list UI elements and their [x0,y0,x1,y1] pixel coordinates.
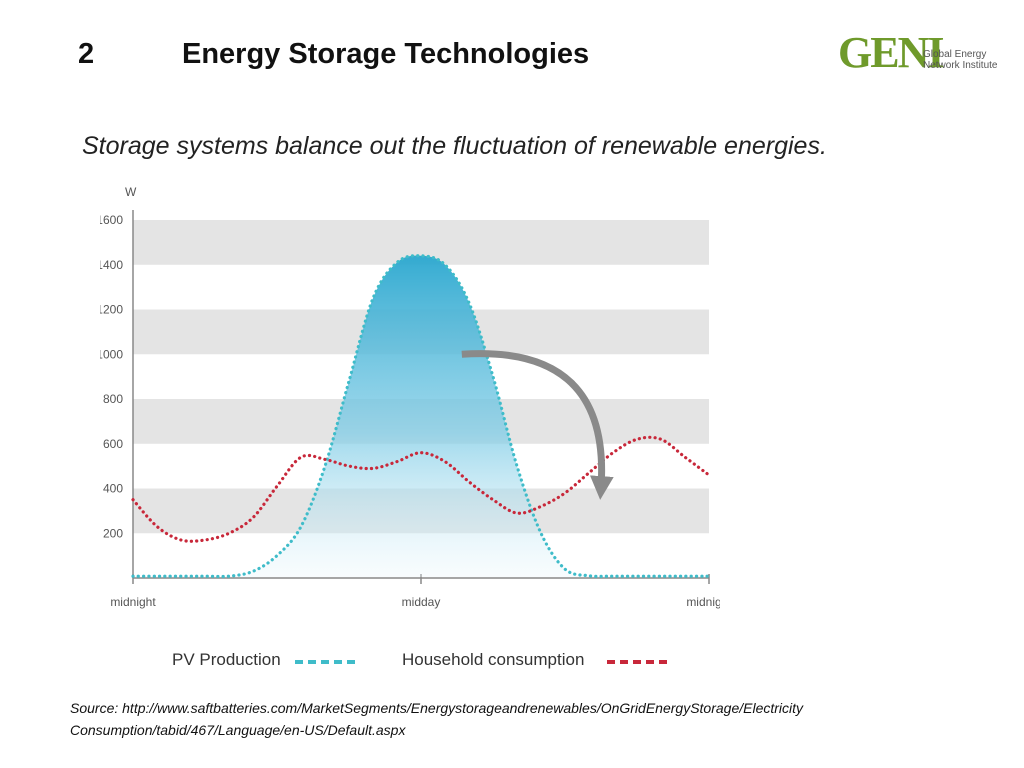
household-consumption-line [131,435,711,543]
geni-logo: GENI Global Energy Network Institute [838,30,1008,76]
slide-subtitle: Storage systems balance out the fluctuat… [82,132,827,160]
pv-production-line [131,254,711,579]
y-tick-label: 1000 [100,347,123,361]
logo-line-1: Global Energy [923,49,987,60]
source-line-2: Consumption/tabid/467/Language/en-US/Def… [70,722,406,738]
y-tick-label: 1600 [100,213,123,227]
y-tick-label: 1200 [100,303,123,317]
energy-chart: 200 400 600 800 1000 1200 1400 1600Wmidnight mid… [100,185,720,609]
y-axis-label: W [125,185,137,199]
legend-swatch-pv [295,660,355,664]
y-tick-label: 600 [103,437,123,451]
slide-title: Energy Storage Technologies [182,38,590,70]
legend-item-pv: PV Production [172,650,355,670]
x-tick-label: midday [402,595,441,609]
source-citation: Source: http://www.saftbatteries.com/Mar… [70,697,970,741]
source-line-1: Source: http://www.saftbatteries.com/Mar… [70,700,804,716]
logo-line-2: Network Institute [923,60,998,71]
legend-item-household: Household consumption [402,650,667,670]
x-tick-label: midnight [686,595,720,609]
storage-shift-arrow [461,350,614,500]
pv-area-fill [133,255,709,577]
legend-label-household: Household consumption [402,650,585,669]
y-tick-label: 200 [103,526,123,540]
legend-swatch-household [607,660,667,664]
y-tick-label: 800 [103,392,123,406]
legend-label-pv: PV Production [172,650,281,669]
x-tick-label: midnight [110,595,156,609]
y-tick-label: 400 [103,482,123,496]
slide-number: 2 [78,38,95,70]
y-tick-label: 1400 [100,258,123,272]
logo-mark: GENI [838,28,944,77]
logo-text: Global Energy Network Institute [923,49,997,71]
